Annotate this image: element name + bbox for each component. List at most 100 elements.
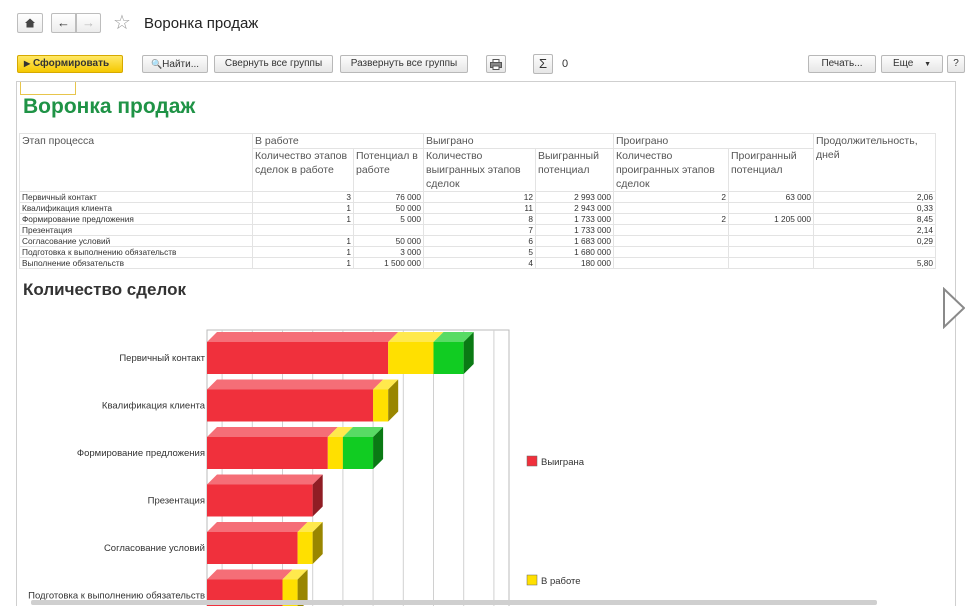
cell-won-count[interactable]: 5 [424,247,536,258]
cell-iw-pot[interactable]: 50 000 [354,203,424,214]
cell-lost-pot[interactable] [729,258,814,269]
cell-lost-count[interactable] [614,247,729,258]
arrow-right-icon: → [82,15,95,30]
find-label: Найти... [162,59,199,70]
play-icon: ▶ [24,59,30,68]
bar-segment [298,532,313,564]
generate-button[interactable]: ▶ Сформировать [17,55,123,73]
horizontal-scrollbar[interactable] [31,600,877,605]
bar-segment [328,437,343,469]
cell-iw-pot[interactable]: 1 500 000 [354,258,424,269]
bar-top [207,570,293,580]
cell-duration[interactable]: 5,80 [814,258,936,269]
cell-stage[interactable]: Первичный контакт [20,192,253,203]
find-button[interactable]: 🔍Найти... [142,55,208,73]
home-button[interactable] [17,13,43,33]
cell-iw-count[interactable] [253,225,354,236]
legend-swatch [527,575,537,585]
cell-duration[interactable] [814,247,936,258]
cell-lost-pot[interactable] [729,236,814,247]
header-lost: Проиграно [614,134,814,149]
header-won-count: Количество выигранных этапов сделок [424,149,536,192]
header-iw-count: Количество этапов сделок в работе [253,149,354,192]
search-icon: 🔍 [151,59,162,69]
header-duration: Продолжительность, дней [814,134,936,192]
cell-iw-count[interactable]: 1 [253,247,354,258]
cell-iw-pot[interactable] [354,225,424,236]
report-spreadsheet[interactable]: Воронка продаж Этап процесса В работе Вы… [16,81,956,606]
arrow-left-icon: ← [57,15,70,30]
cell-won-pot[interactable]: 2 993 000 [536,192,614,203]
cell-duration[interactable]: 0,29 [814,236,936,247]
cell-lost-pot[interactable]: 63 000 [729,192,814,203]
cell-stage[interactable]: Согласование условий [20,236,253,247]
cell-stage[interactable]: Презентация [20,225,253,236]
cell-won-count[interactable]: 12 [424,192,536,203]
category-label: Согласование условий [104,543,205,554]
forward-button[interactable]: → [76,13,101,33]
cell-lost-count[interactable] [614,203,729,214]
cell-lost-pot[interactable] [729,247,814,258]
cell-won-pot[interactable]: 1 683 000 [536,236,614,247]
cell-iw-count[interactable]: 1 [253,214,354,225]
cell-iw-count[interactable]: 1 [253,203,354,214]
cell-won-count[interactable]: 11 [424,203,536,214]
cell-won-count[interactable]: 4 [424,258,536,269]
cell-iw-count[interactable]: 3 [253,192,354,203]
cell-iw-pot[interactable]: 3 000 [354,247,424,258]
cell-won-pot[interactable]: 1 733 000 [536,214,614,225]
cell-stage[interactable]: Формирование предложения [20,214,253,225]
cell-lost-pot[interactable] [729,225,814,236]
bar-top [207,522,308,532]
cell-lost-pot[interactable] [729,203,814,214]
cell-won-pot[interactable]: 1 680 000 [536,247,614,258]
home-icon [24,17,36,29]
cell-stage[interactable]: Квалификация клиента [20,203,253,214]
cell-lost-count[interactable]: 2 [614,214,729,225]
cell-won-pot[interactable]: 2 943 000 [536,203,614,214]
cell-lost-pot[interactable]: 1 205 000 [729,214,814,225]
cell-stage[interactable]: Подготовка к выполнению обязательств [20,247,253,258]
collapse-groups-button[interactable]: Свернуть все группы [214,55,333,73]
cell-duration[interactable]: 2,14 [814,225,936,236]
cell-iw-pot[interactable]: 5 000 [354,214,424,225]
back-button[interactable]: ← [51,13,76,33]
cell-lost-count[interactable] [614,236,729,247]
cell-lost-count[interactable]: 2 [614,192,729,203]
header-lost-pot: Проигранный потенциал [729,149,814,192]
print-button[interactable]: Печать... [808,55,876,73]
cell-duration[interactable]: 0,33 [814,203,936,214]
cell-stage[interactable]: Выполнение обязательств [20,258,253,269]
expand-groups-button[interactable]: Развернуть все группы [340,55,468,73]
sum-button[interactable]: Σ [533,54,553,74]
cell-iw-count[interactable]: 1 [253,236,354,247]
cell-lost-count[interactable] [614,225,729,236]
cell-iw-count[interactable]: 1 [253,258,354,269]
sum-value: 0 [562,58,568,70]
print-preview-button[interactable] [486,55,506,73]
favorite-star-icon[interactable]: ☆ [113,12,131,34]
panel-expand-arrow-icon[interactable] [942,287,965,329]
header-stage: Этап процесса [20,134,253,192]
cell-won-pot[interactable]: 1 733 000 [536,225,614,236]
printer-icon [490,59,502,70]
cell-lost-count[interactable] [614,258,729,269]
bar-segment [434,342,464,374]
cell-iw-pot[interactable]: 50 000 [354,236,424,247]
cell-duration[interactable]: 2,06 [814,192,936,203]
cell-won-count[interactable]: 8 [424,214,536,225]
cell-won-count[interactable]: 6 [424,236,536,247]
category-label: Первичный контакт [119,353,205,364]
header-lost-count: Количество проигранных этапов сделок [614,149,729,192]
cell-duration[interactable]: 8,45 [814,214,936,225]
more-button[interactable]: Еще ▼ [881,55,943,73]
help-button[interactable]: ? [947,55,965,73]
cell-won-count[interactable]: 7 [424,225,536,236]
cell-iw-pot[interactable]: 76 000 [354,192,424,203]
sigma-icon: Σ [539,56,547,71]
cell-won-pot[interactable]: 180 000 [536,258,614,269]
